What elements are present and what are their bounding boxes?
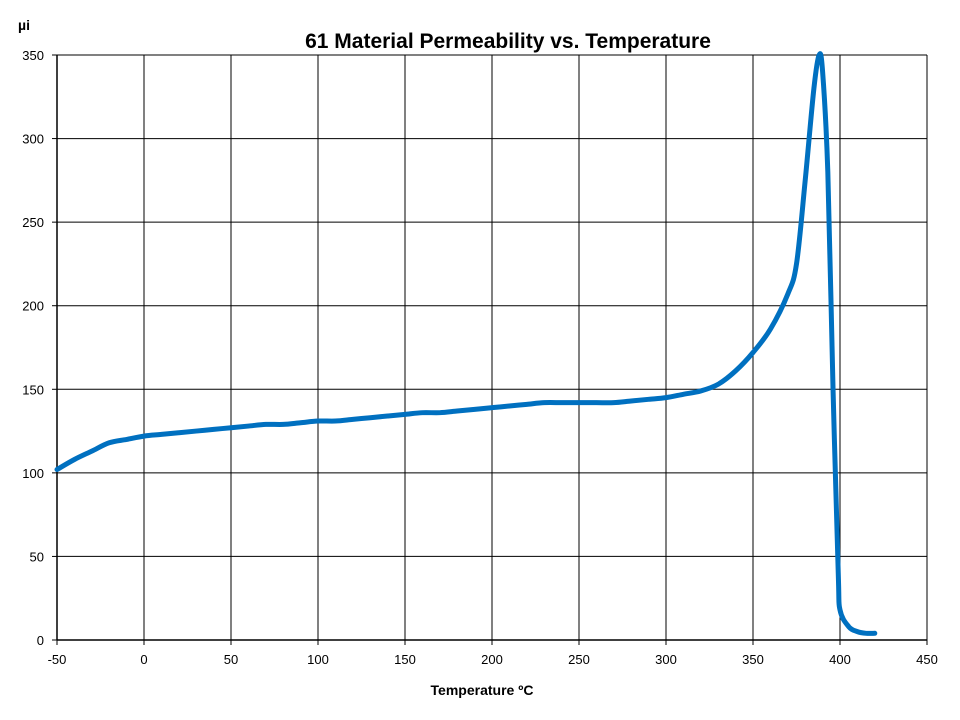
y-tick-label: 100	[22, 466, 44, 481]
x-tick-label: 150	[394, 652, 416, 667]
x-tick-label: 0	[140, 652, 147, 667]
y-tick-label: 350	[22, 48, 44, 63]
series-layer	[54, 51, 878, 636]
x-tick-label: 200	[481, 652, 503, 667]
y-tick-label: 200	[22, 299, 44, 314]
x-axis-title: Temperature ºC	[431, 682, 534, 698]
y-tick-label: 250	[22, 215, 44, 230]
y-tick-label: 0	[37, 633, 44, 648]
permeability-series-line	[54, 51, 878, 636]
x-tick-label: 250	[568, 652, 590, 667]
x-tick-label: 300	[655, 652, 677, 667]
x-tick-label: 350	[742, 652, 764, 667]
grid-layer	[56, 54, 928, 641]
y-axis-title: µi	[18, 17, 30, 33]
x-tick-label: 450	[916, 652, 938, 667]
x-tick-label: 100	[307, 652, 329, 667]
chart-title: 61 Material Permeability vs. Temperature	[305, 30, 711, 53]
x-tick-label: -50	[48, 652, 67, 667]
y-tick-label: 150	[22, 382, 44, 397]
plot-frame-layer	[52, 54, 928, 645]
x-tick-label: 50	[224, 652, 238, 667]
y-tick-label: 50	[30, 549, 44, 564]
x-tick-label: 400	[829, 652, 851, 667]
label-layer: -50 0 50 100 150 200 250 300 350 400 450 0 50 100 150 2…	[22, 48, 938, 667]
y-tick-label: 300	[22, 132, 44, 147]
